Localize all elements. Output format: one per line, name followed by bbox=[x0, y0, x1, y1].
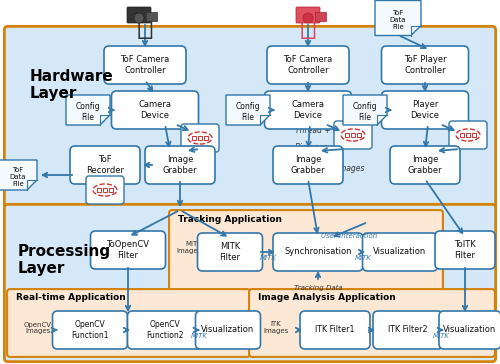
Text: ToITK
Filter: ToITK Filter bbox=[454, 240, 476, 260]
Text: MITK: MITK bbox=[433, 333, 450, 339]
Text: Real-time Application: Real-time Application bbox=[16, 293, 126, 302]
Text: Hardware
Layer: Hardware Layer bbox=[30, 69, 114, 101]
Text: Image Analysis Application: Image Analysis Application bbox=[258, 293, 396, 302]
Text: OpenCV
Images: OpenCV Images bbox=[24, 321, 52, 335]
Polygon shape bbox=[0, 160, 37, 190]
FancyBboxPatch shape bbox=[273, 146, 343, 184]
Text: MITK: MITK bbox=[354, 255, 372, 261]
Text: Visualization: Visualization bbox=[444, 325, 496, 335]
FancyBboxPatch shape bbox=[382, 46, 468, 84]
Text: 📷: 📷 bbox=[136, 12, 154, 40]
FancyBboxPatch shape bbox=[435, 231, 495, 269]
FancyBboxPatch shape bbox=[390, 146, 460, 184]
Text: ToF
Data
File: ToF Data File bbox=[390, 10, 406, 30]
FancyBboxPatch shape bbox=[104, 46, 186, 84]
Text: Image
Grabber: Image Grabber bbox=[162, 155, 198, 175]
FancyBboxPatch shape bbox=[4, 26, 496, 209]
FancyBboxPatch shape bbox=[181, 124, 219, 152]
FancyBboxPatch shape bbox=[198, 233, 262, 271]
FancyBboxPatch shape bbox=[112, 91, 198, 129]
Text: Thread + Queue: Thread + Queue bbox=[295, 126, 358, 135]
FancyBboxPatch shape bbox=[362, 233, 438, 271]
Text: OpenCV
Function1: OpenCV Function1 bbox=[72, 320, 109, 340]
FancyBboxPatch shape bbox=[334, 121, 372, 149]
Text: Visualization: Visualization bbox=[202, 325, 254, 335]
Text: ToF Camera
Controller: ToF Camera Controller bbox=[120, 55, 170, 75]
Text: ToF
Data
File: ToF Data File bbox=[10, 167, 26, 187]
FancyBboxPatch shape bbox=[70, 146, 140, 184]
Polygon shape bbox=[343, 95, 387, 125]
Text: ITK Filter2: ITK Filter2 bbox=[388, 325, 428, 335]
FancyBboxPatch shape bbox=[86, 176, 124, 204]
Text: Camera
Device: Camera Device bbox=[292, 100, 324, 120]
Text: Visualization: Visualization bbox=[374, 248, 426, 257]
FancyBboxPatch shape bbox=[52, 311, 128, 349]
FancyBboxPatch shape bbox=[146, 12, 156, 20]
Text: Distance-,
Intensity-,
Amplitude Images: Distance-, Intensity-, Amplitude Images bbox=[295, 143, 364, 173]
Text: Processing
Layer: Processing Layer bbox=[18, 244, 111, 276]
Polygon shape bbox=[226, 95, 270, 125]
Text: ToF Player
Controller: ToF Player Controller bbox=[404, 55, 446, 75]
FancyBboxPatch shape bbox=[145, 146, 215, 184]
Text: MITK
Images: MITK Images bbox=[177, 241, 202, 254]
FancyBboxPatch shape bbox=[4, 204, 496, 362]
Text: Tracking Data: Tracking Data bbox=[294, 285, 343, 291]
Text: ITK Filter1: ITK Filter1 bbox=[316, 325, 355, 335]
Text: OpenCV
Function2: OpenCV Function2 bbox=[146, 320, 184, 340]
FancyBboxPatch shape bbox=[196, 311, 260, 349]
Text: MITK: MITK bbox=[190, 333, 208, 339]
Text: Image
Grabber: Image Grabber bbox=[408, 155, 442, 175]
FancyBboxPatch shape bbox=[169, 210, 443, 291]
Polygon shape bbox=[375, 0, 421, 36]
FancyBboxPatch shape bbox=[127, 7, 151, 23]
FancyBboxPatch shape bbox=[128, 311, 202, 349]
Text: 📷: 📷 bbox=[300, 12, 316, 40]
Text: ToOpenCV
Filter: ToOpenCV Filter bbox=[106, 240, 150, 260]
FancyBboxPatch shape bbox=[264, 91, 352, 129]
FancyBboxPatch shape bbox=[7, 289, 250, 357]
Text: ToF
Recorder: ToF Recorder bbox=[86, 155, 124, 175]
FancyBboxPatch shape bbox=[300, 311, 370, 349]
Circle shape bbox=[134, 13, 144, 23]
Text: Player
Device: Player Device bbox=[410, 100, 440, 120]
Text: ToF Camera
Controller: ToF Camera Controller bbox=[284, 55, 333, 75]
Text: Config
File: Config File bbox=[76, 102, 100, 122]
FancyBboxPatch shape bbox=[249, 289, 495, 357]
Text: User Interaction: User Interaction bbox=[321, 233, 377, 239]
FancyBboxPatch shape bbox=[296, 7, 320, 23]
Text: Config
File: Config File bbox=[352, 102, 378, 122]
FancyBboxPatch shape bbox=[382, 91, 468, 129]
Text: ITK
Images: ITK Images bbox=[264, 321, 288, 335]
FancyBboxPatch shape bbox=[273, 233, 363, 271]
Text: Image
Grabber: Image Grabber bbox=[290, 155, 326, 175]
Text: MITK
Filter: MITK Filter bbox=[220, 242, 240, 262]
Text: Tracking Application: Tracking Application bbox=[178, 215, 282, 225]
Polygon shape bbox=[66, 95, 110, 125]
FancyBboxPatch shape bbox=[267, 46, 349, 84]
FancyBboxPatch shape bbox=[439, 311, 500, 349]
FancyBboxPatch shape bbox=[373, 311, 443, 349]
Text: Config
File: Config File bbox=[236, 102, 260, 122]
Text: MITK: MITK bbox=[260, 255, 276, 261]
Circle shape bbox=[303, 13, 313, 23]
Text: Camera
Device: Camera Device bbox=[138, 100, 172, 120]
Text: Synchronisation: Synchronisation bbox=[284, 248, 352, 257]
FancyBboxPatch shape bbox=[90, 231, 166, 269]
FancyBboxPatch shape bbox=[314, 12, 326, 20]
FancyBboxPatch shape bbox=[449, 121, 487, 149]
